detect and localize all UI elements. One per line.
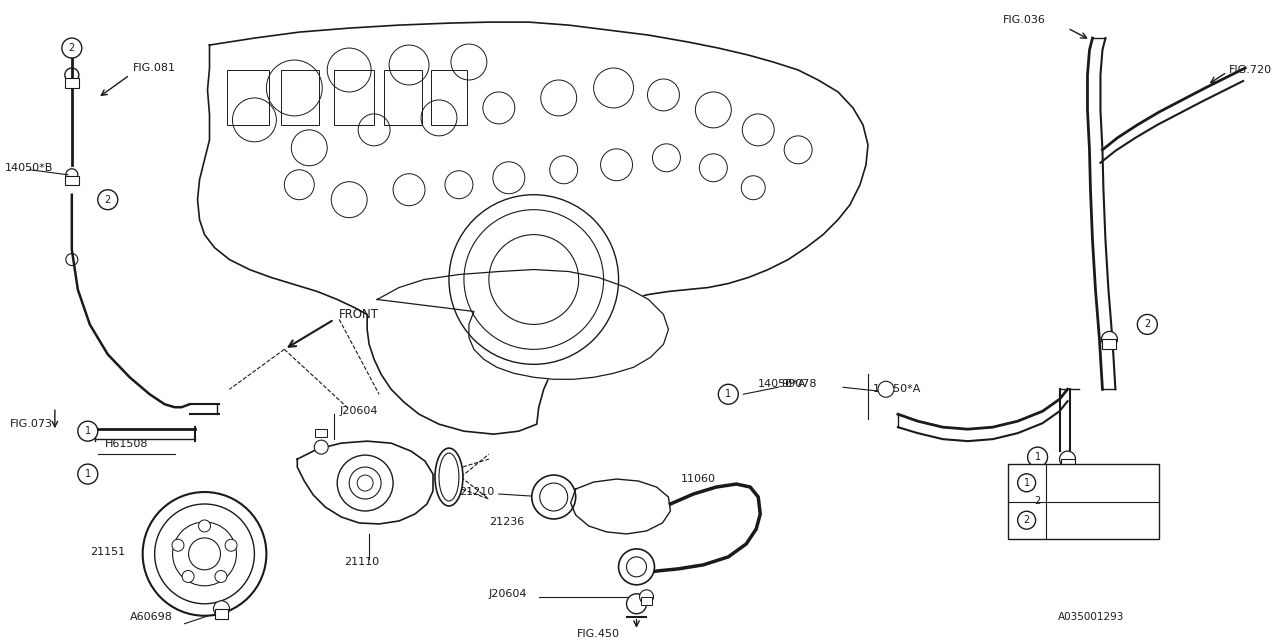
Bar <box>1061 459 1074 469</box>
Bar <box>1102 339 1116 349</box>
Circle shape <box>1018 474 1036 492</box>
Circle shape <box>78 464 97 484</box>
Text: 1: 1 <box>1024 478 1029 488</box>
Bar <box>228 70 269 125</box>
Text: FRONT: FRONT <box>339 308 379 321</box>
Circle shape <box>626 594 646 614</box>
Text: 2: 2 <box>1024 515 1029 525</box>
Text: 21110: 21110 <box>344 557 379 567</box>
Text: FIG.036: FIG.036 <box>1002 15 1046 25</box>
Polygon shape <box>571 479 671 534</box>
Circle shape <box>78 421 97 441</box>
Text: J20604: J20604 <box>489 589 527 599</box>
Text: 2: 2 <box>69 43 76 53</box>
Text: 14050*A: 14050*A <box>873 384 922 394</box>
Circle shape <box>718 384 739 404</box>
Bar <box>384 70 422 125</box>
Text: 1: 1 <box>726 389 731 399</box>
Circle shape <box>97 189 118 210</box>
Circle shape <box>1060 451 1075 467</box>
Bar <box>431 70 467 125</box>
Circle shape <box>182 570 195 582</box>
Text: 21151: 21151 <box>90 547 125 557</box>
Text: FIG.720: FIG.720 <box>1229 65 1272 75</box>
Text: 99078: 99078 <box>781 380 817 389</box>
Text: 14050*A: 14050*A <box>758 380 806 389</box>
Text: FIG.033: FIG.033 <box>1096 506 1138 516</box>
Text: 14050*B: 14050*B <box>5 163 54 173</box>
Circle shape <box>1028 491 1047 511</box>
Bar <box>315 429 328 437</box>
Ellipse shape <box>435 448 463 506</box>
Circle shape <box>142 492 266 616</box>
Circle shape <box>1018 511 1036 529</box>
Bar <box>640 596 653 605</box>
Text: 2: 2 <box>1144 319 1151 330</box>
Text: 1: 1 <box>84 469 91 479</box>
Circle shape <box>1138 314 1157 334</box>
Circle shape <box>878 381 893 397</box>
Text: A60698: A60698 <box>129 612 173 621</box>
Circle shape <box>315 440 328 454</box>
Text: F92209: F92209 <box>1052 478 1094 488</box>
Bar <box>215 609 228 619</box>
Text: 21210: 21210 <box>460 487 494 497</box>
Circle shape <box>531 475 576 519</box>
Text: FIG.081: FIG.081 <box>133 63 175 73</box>
Text: FIG.450: FIG.450 <box>577 628 620 639</box>
Text: 1: 1 <box>1034 452 1041 462</box>
Polygon shape <box>197 22 868 434</box>
Bar <box>65 78 79 88</box>
Text: 2: 2 <box>105 195 111 205</box>
Circle shape <box>172 540 184 551</box>
Bar <box>282 70 319 125</box>
Text: 1: 1 <box>84 426 91 436</box>
Circle shape <box>214 601 229 617</box>
Circle shape <box>618 549 654 585</box>
Text: 11060: 11060 <box>681 474 716 484</box>
Bar <box>65 176 79 185</box>
Text: 2: 2 <box>1034 496 1041 506</box>
Text: FIG.073: FIG.073 <box>10 419 52 429</box>
Circle shape <box>640 590 654 604</box>
Text: A035001293: A035001293 <box>1057 612 1124 621</box>
Text: J20604: J20604 <box>339 406 378 416</box>
Circle shape <box>1028 447 1047 467</box>
Text: H61508: H61508 <box>105 439 148 449</box>
Circle shape <box>198 520 210 532</box>
Bar <box>334 70 374 125</box>
Bar <box>1007 464 1160 539</box>
Circle shape <box>61 38 82 58</box>
Circle shape <box>1102 332 1117 348</box>
Circle shape <box>215 570 227 582</box>
Circle shape <box>225 540 237 551</box>
Polygon shape <box>378 269 668 380</box>
Text: J20601: J20601 <box>1052 515 1091 525</box>
Text: 21236: 21236 <box>489 517 524 527</box>
Polygon shape <box>297 441 433 524</box>
